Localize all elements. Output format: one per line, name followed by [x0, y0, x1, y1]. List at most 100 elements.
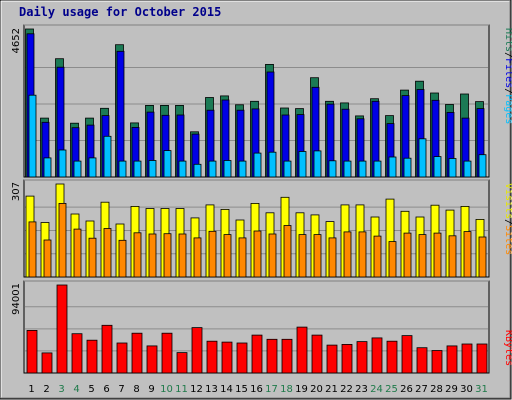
x-tick-label: 5: [88, 384, 94, 395]
x-tick-label: 19: [295, 384, 308, 395]
bar-pages: [358, 160, 367, 178]
bar-kbytes: [161, 332, 173, 374]
x-tick-label: 29: [445, 384, 458, 395]
x-tick-label: 13: [205, 384, 218, 395]
x-tick-label: 21: [325, 384, 338, 395]
x-tick-label: 18: [280, 384, 293, 395]
bar-kbytes: [191, 327, 203, 374]
x-tick-label: 31: [475, 384, 488, 395]
bar-pages: [418, 138, 427, 178]
bar-kbytes: [236, 342, 248, 374]
bar-kbytes: [71, 333, 83, 374]
x-tick-label: 14: [220, 384, 233, 395]
x-tick-label: 4: [73, 384, 79, 395]
bar-kbytes: [401, 335, 413, 374]
bar-kbytes: [221, 341, 233, 374]
bar-pages: [433, 156, 442, 178]
hits-files-pages-panel: [23, 24, 490, 178]
bar-pages: [118, 160, 127, 178]
bar-pages: [178, 160, 187, 178]
bar-pages: [313, 150, 322, 178]
x-tick-label: 9: [148, 384, 154, 395]
bar-pages: [223, 160, 232, 178]
bar-pages: [373, 160, 382, 178]
bar-pages: [283, 160, 292, 178]
bar-kbytes: [296, 326, 308, 374]
bar-sites: [133, 232, 142, 278]
x-axis-ticks: 1 2 3 4 5 6 7 8 9 10 11 12 13 14 15 16 17 18 19 20 21 22 23 24 2…: [28, 384, 488, 395]
bar-kbytes: [446, 345, 458, 374]
legend-pages: Pages: [503, 94, 512, 124]
bar-sites: [313, 234, 322, 278]
bar-sites: [193, 237, 202, 278]
bar-sites: [343, 231, 352, 278]
bar-pages: [163, 150, 172, 178]
bar-kbytes: [431, 350, 443, 374]
bar-pages: [298, 151, 307, 178]
bar-kbytes: [41, 352, 53, 374]
bar-pages: [268, 151, 277, 178]
bar-sites: [238, 237, 247, 278]
bar-kbytes: [56, 284, 68, 374]
bar-kbytes: [26, 329, 38, 374]
x-tick-label: 8: [133, 384, 139, 395]
bar-kbytes: [386, 340, 398, 374]
x-tick-label: 23: [355, 384, 368, 395]
bar-sites: [103, 228, 112, 278]
x-tick-label: 3: [58, 384, 64, 395]
bar-sites: [283, 225, 292, 278]
bar-kbytes: [266, 338, 278, 374]
bar-sites: [253, 230, 262, 278]
x-tick-label: 20: [310, 384, 323, 395]
bar-sites: [328, 237, 337, 278]
bar-sites: [463, 231, 472, 278]
ymax-label-visits: 307: [11, 182, 22, 201]
x-tick-label: 15: [235, 384, 248, 395]
bar-kbytes: [416, 347, 428, 374]
x-tick-label: 26: [400, 384, 413, 395]
bar-pages: [388, 156, 397, 178]
svg-text:Hits/Files/Pages: Hits/Files/Pages: [503, 28, 512, 124]
bar-pages: [58, 149, 67, 178]
x-tick-label: 24: [370, 384, 383, 395]
bar-sites: [28, 221, 37, 278]
bar-pages: [28, 94, 37, 178]
bar-sites: [58, 202, 67, 278]
bar-pages: [403, 157, 412, 178]
bar-pages: [193, 163, 202, 178]
visits-sites-panel: [23, 179, 490, 278]
x-tick-label: 22: [340, 384, 353, 395]
bar-kbytes: [476, 343, 488, 374]
x-tick-label: 30: [460, 384, 473, 395]
bar-sites: [223, 234, 232, 278]
bar-pages: [343, 160, 352, 178]
bar-sites: [418, 234, 427, 278]
bar-kbytes: [461, 343, 473, 374]
x-tick-label: 2: [43, 384, 49, 395]
bar-pages: [253, 152, 262, 178]
bar-pages: [88, 157, 97, 178]
x-tick-label: 25: [385, 384, 398, 395]
x-tick-label: 17: [265, 384, 278, 395]
bar-sites: [163, 233, 172, 278]
legend-sites: Sites: [503, 225, 512, 255]
bar-sites: [88, 237, 97, 278]
x-tick-label: 28: [430, 384, 443, 395]
bar-kbytes: [206, 340, 218, 374]
bar-sites: [268, 233, 277, 278]
bar-kbytes: [326, 344, 338, 374]
bar-sites: [358, 231, 367, 278]
bar-sites: [478, 236, 487, 278]
x-tick-label: 10: [160, 384, 173, 395]
bar-sites: [178, 233, 187, 278]
bar-kbytes: [86, 339, 98, 374]
ymax-label-kbytes: 94001: [11, 283, 22, 315]
bar-pages: [133, 160, 142, 178]
x-tick-label: 7: [118, 384, 124, 395]
bar-kbytes: [131, 332, 143, 374]
bar-kbytes: [281, 338, 293, 374]
bar-kbytes: [356, 341, 368, 374]
legend-visits-sites: Visits/Sites: [503, 183, 512, 255]
svg-text:Visits/Sites: Visits/Sites: [503, 183, 512, 255]
